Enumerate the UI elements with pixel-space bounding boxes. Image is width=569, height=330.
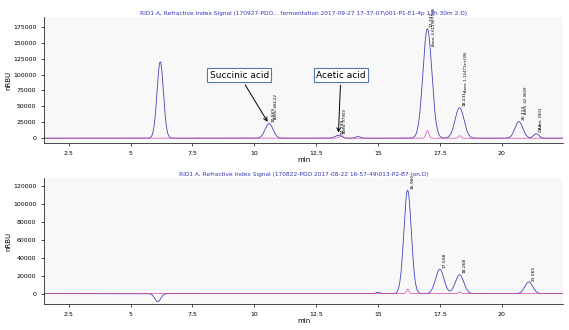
Text: Area: 3901: Area: 3901 [539, 108, 543, 129]
Text: Area: 42.9609: Area: 42.9609 [524, 86, 528, 114]
Text: 21.065: 21.065 [531, 265, 535, 280]
Text: Succinic acid: Succinic acid [210, 71, 269, 121]
Text: 10.869: 10.869 [271, 107, 275, 122]
Text: 18.231: 18.231 [462, 91, 466, 106]
Text: 18.268: 18.268 [462, 258, 466, 273]
Text: 16.960: 16.960 [410, 174, 414, 189]
Y-axis label: nRBU: nRBU [6, 232, 11, 251]
Title: RID1 A, Refractive Index Signal (170927-PDO... fermentation 2017-09-27 17-37-07\: RID1 A, Refractive Index Signal (170927-… [140, 11, 467, 16]
Text: 20.714: 20.714 [521, 105, 525, 120]
Text: 21.9: 21.9 [539, 123, 543, 132]
Text: Area: 464.22: Area: 464.22 [274, 94, 278, 119]
Text: 14.249: 14.249 [341, 119, 345, 134]
X-axis label: min: min [297, 157, 310, 163]
Text: Area: 1.15471e+006: Area: 1.15471e+006 [464, 52, 468, 92]
Text: Area: 97909: Area: 97909 [343, 109, 347, 133]
Title: RID1 A, Refractive Index Signal (170822-PDO 2017-08-22 16-57-49\013-P2-B7-Ion.D): RID1 A, Refractive Index Signal (170822-… [179, 172, 428, 177]
Text: 17.508: 17.508 [442, 253, 446, 268]
Text: 17.347: 17.347 [430, 12, 434, 27]
Text: Area: 4.6129e+006: Area: 4.6129e+006 [432, 8, 436, 46]
X-axis label: min: min [297, 318, 310, 324]
Y-axis label: nRBU: nRBU [6, 71, 11, 90]
Text: Acetic acid: Acetic acid [316, 71, 366, 131]
